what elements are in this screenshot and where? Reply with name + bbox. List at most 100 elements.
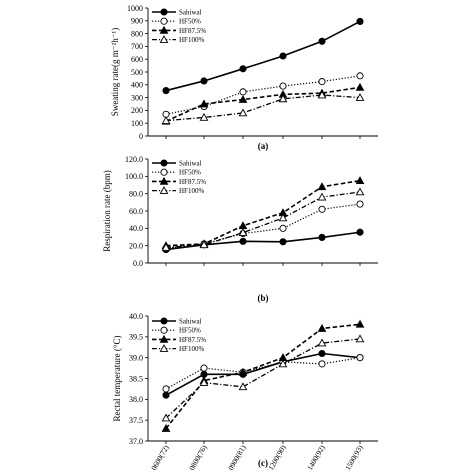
series-line bbox=[165, 179, 361, 247]
legend-entry: HF87.5% bbox=[179, 336, 206, 344]
legend-marker bbox=[160, 317, 168, 325]
data-point bbox=[318, 37, 326, 45]
data-point bbox=[317, 323, 327, 332]
data-point bbox=[356, 354, 364, 362]
y-tick-label: 400 bbox=[131, 81, 143, 90]
data-point bbox=[278, 213, 288, 222]
y-tick-label: 100.0 bbox=[125, 172, 143, 181]
data-point bbox=[238, 221, 248, 230]
series-hf100- bbox=[161, 334, 365, 422]
panel-label: (a) bbox=[258, 141, 269, 151]
data-point bbox=[318, 349, 326, 358]
panel-label: (c) bbox=[258, 458, 268, 468]
data-point bbox=[162, 385, 170, 393]
y-tick-label: 500 bbox=[131, 68, 143, 77]
data-point bbox=[199, 112, 209, 121]
series-sahiwal bbox=[162, 17, 364, 95]
legend-entry: HF100% bbox=[179, 187, 204, 195]
y-tick-label: 600 bbox=[131, 55, 143, 64]
y-tick-label: 800 bbox=[131, 29, 143, 38]
data-point bbox=[161, 116, 171, 124]
legend-entry: HF87.5% bbox=[179, 178, 206, 186]
data-point bbox=[239, 237, 247, 245]
series-line bbox=[165, 357, 361, 390]
legend-entry: HF87.5% bbox=[179, 27, 206, 35]
legend-marker bbox=[160, 326, 168, 334]
data-point bbox=[162, 87, 170, 95]
y-tick-label: 39.5 bbox=[129, 333, 143, 342]
data-point bbox=[318, 78, 326, 86]
data-point bbox=[279, 238, 287, 246]
data-point bbox=[318, 360, 326, 368]
y-tick-label: 37.5 bbox=[129, 416, 143, 425]
y-tick-label: 40.0 bbox=[129, 312, 143, 321]
y-tick-label: 120.0 bbox=[125, 155, 143, 164]
data-point bbox=[317, 338, 327, 347]
data-point bbox=[239, 65, 247, 73]
x-tick-label: 1200(90) bbox=[266, 443, 288, 472]
data-point bbox=[238, 108, 248, 117]
y-tick-label: 200 bbox=[131, 106, 143, 115]
series-hf100- bbox=[161, 187, 365, 251]
series-line bbox=[165, 94, 361, 122]
series-line bbox=[165, 86, 361, 123]
legend-marker bbox=[159, 176, 169, 185]
y-axis-label: Rectal temperature (°C) bbox=[112, 335, 122, 421]
legend-marker bbox=[159, 344, 169, 352]
y-tick-label: 38.0 bbox=[129, 395, 143, 404]
x-tick-label: 1500(93) bbox=[343, 443, 365, 472]
legend-marker bbox=[159, 186, 169, 194]
x-tick-label: 1400(92) bbox=[305, 443, 327, 472]
legend-entry: HF100% bbox=[179, 36, 204, 44]
legend-entry: Sahiwal bbox=[179, 160, 202, 168]
series-sahiwal bbox=[162, 228, 364, 254]
y-tick-label: 300 bbox=[131, 93, 143, 102]
series-line bbox=[165, 20, 361, 92]
data-point bbox=[278, 359, 288, 368]
y-tick-label: 1000 bbox=[127, 4, 143, 13]
data-point bbox=[238, 367, 248, 376]
data-point bbox=[318, 205, 326, 213]
data-point bbox=[355, 93, 365, 101]
data-point bbox=[278, 94, 288, 103]
data-point bbox=[355, 187, 365, 196]
data-point bbox=[355, 319, 365, 328]
data-point bbox=[161, 423, 171, 432]
series-hf100- bbox=[161, 90, 365, 124]
x-tick-label: 0900(81) bbox=[226, 443, 248, 472]
data-point bbox=[318, 233, 326, 241]
series-line bbox=[165, 203, 361, 249]
legend-marker bbox=[159, 35, 169, 43]
series-hf87-5- bbox=[161, 82, 365, 125]
series-line bbox=[165, 191, 361, 249]
y-tick-label: 20.0 bbox=[129, 241, 143, 250]
y-tick-label: 900 bbox=[131, 17, 143, 26]
x-tick-label: 0600(72) bbox=[149, 443, 171, 472]
panel-label: (b) bbox=[258, 293, 269, 303]
data-point bbox=[200, 77, 208, 85]
y-tick-label: 700 bbox=[131, 42, 143, 51]
legend-entry: HF50% bbox=[179, 169, 201, 177]
data-point bbox=[279, 52, 287, 60]
y-tick-label: 100 bbox=[131, 119, 143, 128]
legend-entry: HF100% bbox=[179, 345, 204, 353]
series-hf50- bbox=[162, 200, 364, 252]
data-point bbox=[239, 88, 247, 96]
legend-marker bbox=[159, 25, 169, 34]
data-point bbox=[355, 334, 365, 343]
legend-marker bbox=[160, 8, 168, 16]
data-point bbox=[355, 176, 365, 184]
legend-marker bbox=[160, 159, 168, 167]
panel-3: 37.0 37.5 38.0 38.5 39.0 39.5 40.0 Rectal tempe… bbox=[112, 312, 378, 468]
y-tick-label: 38.5 bbox=[129, 374, 143, 383]
data-point bbox=[279, 82, 287, 90]
data-point bbox=[162, 391, 170, 399]
legend-marker bbox=[160, 168, 168, 176]
data-point bbox=[238, 228, 248, 236]
y-axis-label: Respiration rate (bpm) bbox=[102, 170, 112, 251]
series-line bbox=[165, 231, 361, 251]
data-point bbox=[356, 200, 364, 208]
